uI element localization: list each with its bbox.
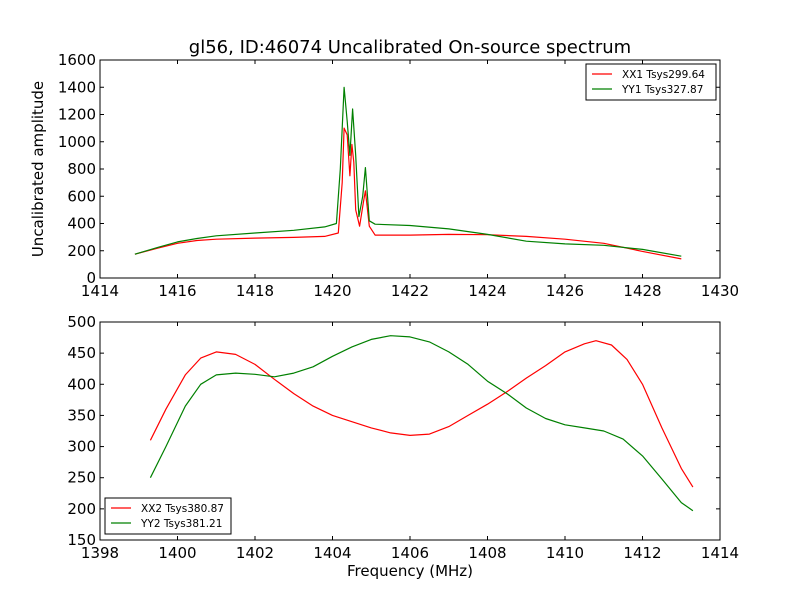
top-series-line-1 <box>134 127 682 260</box>
bottom-legend: XX2 Tsys380.87 YY2 Tsys381.21 <box>104 497 232 535</box>
bottom-y-tick-label: 350 <box>67 406 96 424</box>
bottom-x-tick-label: 1408 <box>468 544 506 562</box>
top-x-tick-label: 1430 <box>701 282 739 300</box>
top-y-tick-label: 800 <box>67 160 96 178</box>
top-x-tick-label: 1422 <box>391 282 429 300</box>
top-series-line-2 <box>134 86 682 257</box>
bottom-y-tick-label: 250 <box>67 469 96 487</box>
top-y-tick-label: 1600 <box>58 51 96 69</box>
bottom-x-tick-label: 1402 <box>236 544 274 562</box>
top-x-tick-label: 1416 <box>158 282 196 300</box>
top-legend-box <box>585 63 717 101</box>
top-y-tick-label: 600 <box>67 187 96 205</box>
bottom-x-tick-label: 1410 <box>546 544 584 562</box>
x-axis-label: Frequency (MHz) <box>347 562 473 580</box>
bottom-legend-box <box>104 497 232 535</box>
chart-title: gl56, ID:46074 Uncalibrated On-source sp… <box>189 37 631 58</box>
bottom-series-line-2 <box>149 335 694 512</box>
bottom-x-tick-label: 1398 <box>81 544 119 562</box>
top-y-tick-label: 0 <box>86 269 96 287</box>
top-y-axis-label: Uncalibrated amplitude <box>29 81 47 257</box>
top-legend-label-1: XX1 Tsys299.64 <box>622 69 705 81</box>
bottom-y-tick-label: 400 <box>67 375 96 393</box>
top-legend-label-2: YY1 Tsys327.87 <box>621 84 703 96</box>
bottom-x-tick-label: 1404 <box>313 544 351 562</box>
bottom-y-tick-label: 150 <box>67 531 96 549</box>
top-y-tick-label: 200 <box>67 242 96 260</box>
top-y-tick-label: 1000 <box>58 133 96 151</box>
bottom-y-tick-label: 200 <box>67 500 96 518</box>
top-x-tick-label: 1414 <box>81 282 119 300</box>
top-x-tick-label: 1420 <box>313 282 351 300</box>
bottom-legend-label-2: YY2 Tsys381.21 <box>140 518 222 530</box>
bottom-x-tick-label: 1414 <box>701 544 739 562</box>
top-legend: XX1 Tsys299.64 YY1 Tsys327.87 <box>585 63 717 101</box>
bottom-x-tick-label: 1412 <box>623 544 661 562</box>
bottom-x-tick-label: 1406 <box>391 544 429 562</box>
bottom-y-tick-label: 300 <box>67 438 96 456</box>
bottom-series-line-1 <box>149 340 694 488</box>
top-y-tick-label: 1400 <box>58 78 96 96</box>
top-spectrum-plot: 1414 1416 1418 1420 1422 1424 1426 1428 1430 0 200… <box>29 51 739 300</box>
bottom-y-tick-label: 500 <box>67 313 96 331</box>
bottom-legend-label-1: XX2 Tsys380.87 <box>141 503 224 515</box>
bottom-spectrum-plot: 1398 1400 1402 1404 1406 1408 1410 1412 1414 150 2… <box>67 313 739 562</box>
top-y-tick-label: 1200 <box>58 106 96 124</box>
top-y-tick-label: 400 <box>67 215 96 233</box>
bottom-y-tick-label: 450 <box>67 344 96 362</box>
top-x-tick-label: 1418 <box>236 282 274 300</box>
bottom-x-tick-label: 1400 <box>158 544 196 562</box>
top-x-tick-label: 1426 <box>546 282 584 300</box>
top-x-tick-label: 1424 <box>468 282 506 300</box>
top-x-tick-label: 1428 <box>623 282 661 300</box>
